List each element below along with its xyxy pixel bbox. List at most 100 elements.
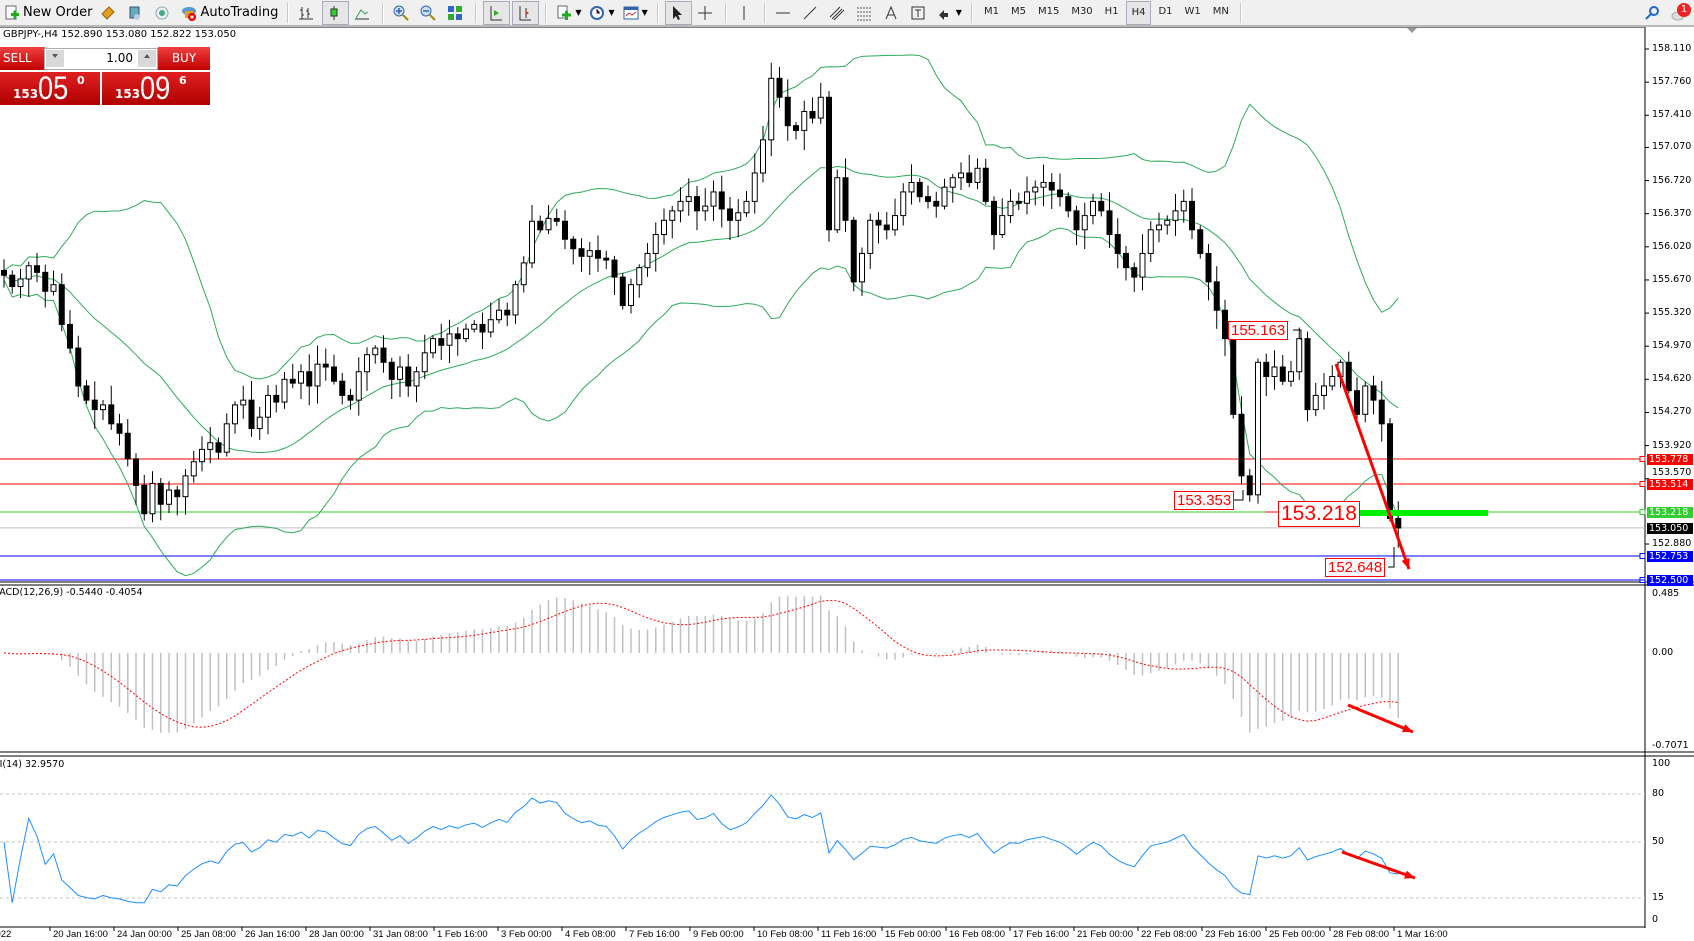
time-axis-label: 22 Feb 08:00 xyxy=(1141,929,1197,940)
annotation-low-2[interactable]: 152.648 xyxy=(1325,558,1386,577)
arrows-button[interactable]: ▼ xyxy=(934,2,965,24)
vertical-line-button[interactable] xyxy=(733,2,758,24)
rsi-axis-label: 15 xyxy=(1652,892,1665,903)
bull-candle xyxy=(1032,186,1039,193)
timeframe-h1[interactable]: H1 xyxy=(1104,6,1119,17)
timeframe-m15[interactable]: M15 xyxy=(1037,6,1060,17)
buy-button[interactable]: BUY xyxy=(158,47,210,70)
trendline-button[interactable] xyxy=(799,2,824,24)
bull-candle xyxy=(355,371,362,401)
price-axis-label: 154.970 xyxy=(1652,340,1692,351)
one-click-trading-panel: SELL 1.00 BUY 153 05 0 153 09 6 xyxy=(0,47,210,106)
price-axis-label: 156.370 xyxy=(1652,208,1692,219)
price-down-arrow xyxy=(1334,363,1411,570)
bollinger-upper-band xyxy=(3,54,1399,380)
bear-candle xyxy=(1395,517,1402,529)
line-handle xyxy=(1639,509,1646,516)
bear-candle xyxy=(916,181,923,198)
bear-candle xyxy=(537,220,544,231)
toolbar-divider xyxy=(656,2,659,23)
zoom-out-button[interactable] xyxy=(417,2,442,24)
line-chart-icon xyxy=(354,5,370,21)
dropdown-arrow-icon: ▼ xyxy=(608,8,615,17)
text-label-button[interactable] xyxy=(907,2,932,24)
annotation-level[interactable]: 153.218 xyxy=(1278,501,1360,527)
price-axis-label: 158.110 xyxy=(1652,43,1692,54)
bull-candle xyxy=(710,191,717,207)
navigator-button[interactable] xyxy=(151,2,176,24)
toolbar-divider xyxy=(382,2,385,23)
search-button[interactable] xyxy=(1641,2,1666,24)
templates-button[interactable]: ▼ xyxy=(620,2,651,24)
notifications-button[interactable]: 1 xyxy=(1668,2,1693,24)
price-tag: 153.050 xyxy=(1647,523,1693,534)
timeframe-h4[interactable]: H4 xyxy=(1125,0,1152,25)
text-button[interactable] xyxy=(880,2,905,24)
bull-candle xyxy=(1180,200,1187,212)
bull-candle xyxy=(735,212,742,221)
sell-button[interactable]: SELL xyxy=(0,47,45,70)
line-chart-button[interactable] xyxy=(351,2,376,24)
bear-candle xyxy=(248,399,255,430)
timeframe-m5[interactable]: M5 xyxy=(1010,6,1026,17)
bar-chart-button[interactable] xyxy=(295,2,320,24)
horizontal-line-button[interactable] xyxy=(772,2,797,24)
bear-candle xyxy=(108,404,115,425)
time-axis-label: 21 Feb 00:00 xyxy=(1077,929,1133,940)
timeframe-m1[interactable]: M1 xyxy=(983,6,999,17)
toolbar: New Order AutoTrading ▼ ▼ ▼ ▼ M1 M5 M15 M30… xyxy=(0,0,1694,27)
bear-candle xyxy=(1106,210,1113,236)
notification-badge: 1 xyxy=(1677,2,1691,17)
timeframe-m30[interactable]: M30 xyxy=(1071,6,1093,17)
fibonacci-button[interactable] xyxy=(853,2,878,24)
bull-candle xyxy=(743,200,750,214)
data-window-button[interactable] xyxy=(124,2,149,24)
bear-candle xyxy=(1123,252,1129,269)
annotation-low-1[interactable]: 153.353 xyxy=(1174,491,1235,510)
timeframe-d1[interactable]: D1 xyxy=(1158,6,1173,17)
search-icon xyxy=(1644,5,1660,21)
time-axis-label: 4 Feb 08:00 xyxy=(565,929,616,940)
buy-price-button[interactable]: 153 09 6 xyxy=(102,70,210,106)
timeframe-mn[interactable]: MN xyxy=(1212,6,1229,17)
channel-button[interactable] xyxy=(826,2,851,24)
clock-icon xyxy=(589,5,605,21)
bear-candle xyxy=(1,269,7,276)
crosshair-button[interactable] xyxy=(694,2,719,24)
bear-candle xyxy=(718,191,725,210)
lot-size-input[interactable]: 1.00 xyxy=(44,48,158,70)
sell-price-button[interactable]: 153 05 0 xyxy=(0,70,100,106)
zoom-in-button[interactable] xyxy=(390,2,415,24)
lot-decrease-button[interactable] xyxy=(46,50,64,67)
price-tag: 153.218 xyxy=(1647,507,1693,518)
rsi-line xyxy=(3,794,1399,904)
bear-candle xyxy=(1048,181,1055,191)
price-axis-label: 156.020 xyxy=(1652,241,1692,252)
bull-candle xyxy=(166,489,172,505)
indicators-button[interactable]: ▼ xyxy=(553,2,584,24)
bull-candle xyxy=(430,338,436,354)
tile-windows-button[interactable] xyxy=(444,2,469,24)
annotation-high[interactable]: 155.163 xyxy=(1228,321,1289,340)
bear-candle xyxy=(826,96,832,231)
bull-candle xyxy=(801,110,808,131)
price-tag: 152.753 xyxy=(1647,551,1693,562)
new-order-button[interactable]: New Order xyxy=(1,2,95,24)
channel-icon xyxy=(829,5,845,21)
candlestick-button[interactable] xyxy=(322,0,350,25)
cursor-button[interactable] xyxy=(664,0,692,25)
lot-increase-button[interactable] xyxy=(138,50,156,67)
periods-button[interactable]: ▼ xyxy=(586,2,617,24)
timeframe-w1[interactable]: W1 xyxy=(1184,6,1201,17)
bull-candle xyxy=(834,177,841,231)
bull-candle xyxy=(685,196,692,202)
dropdown-arrow-icon: ▼ xyxy=(575,8,582,17)
market-watch-button[interactable] xyxy=(97,2,122,24)
bull-candle xyxy=(17,278,24,288)
autoscroll-button[interactable] xyxy=(483,0,511,25)
chart-shift-button[interactable] xyxy=(512,0,540,25)
chevron-down-icon xyxy=(52,54,58,58)
bear-candle xyxy=(619,276,626,307)
autotrading-button[interactable]: AutoTrading xyxy=(178,2,281,24)
